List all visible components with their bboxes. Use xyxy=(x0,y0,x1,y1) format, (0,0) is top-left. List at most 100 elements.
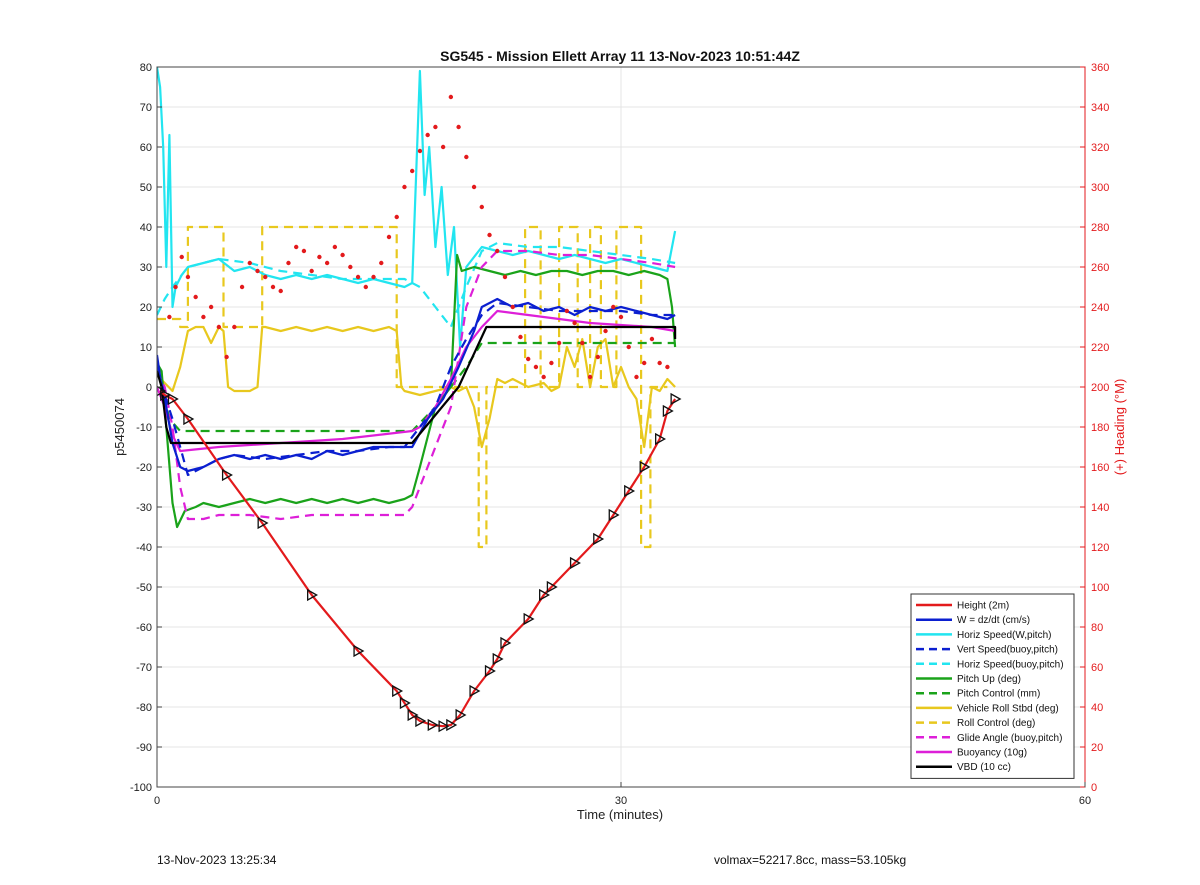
x-axis-label: Time (minutes) xyxy=(577,807,663,822)
series-point-heading xyxy=(224,354,229,360)
series-point-heading xyxy=(649,336,655,342)
y-tick-label: 80 xyxy=(140,62,152,74)
series-line-height-2m xyxy=(159,390,677,728)
series-point-heading xyxy=(309,268,314,274)
series-marker-height-2m xyxy=(183,412,195,426)
y2-tick-label: 340 xyxy=(1091,102,1109,114)
series-point-heading xyxy=(317,254,322,260)
series-point-heading xyxy=(626,344,631,350)
y-tick-label: -50 xyxy=(136,582,152,594)
legend-label: Roll Control (deg) xyxy=(957,718,1035,729)
series-marker-height-2m xyxy=(415,714,427,728)
series-line-horiz-speed-buoy-pitch xyxy=(157,241,676,329)
series-line-glide-angle-buoy-pitch xyxy=(157,249,676,521)
series-point-heading xyxy=(440,144,446,150)
series-marker-height-2m xyxy=(662,404,674,418)
series-marker-height-2m xyxy=(492,652,504,666)
legend-label: Vert Speed(buoy,pitch) xyxy=(957,645,1058,656)
series-point-heading xyxy=(255,268,260,274)
series-point-heading xyxy=(278,288,283,294)
footer-volmax-mass: volmax=52217.8cc, mass=53.105kg xyxy=(714,853,907,867)
y-tick-label: -30 xyxy=(136,502,152,514)
series-point-heading xyxy=(185,274,191,280)
series-point-heading xyxy=(239,284,245,290)
legend-label: Glide Angle (buoy,pitch) xyxy=(957,733,1062,744)
y-tick-label: -70 xyxy=(136,662,152,674)
plot-series xyxy=(157,67,682,733)
y2-tick-label: 40 xyxy=(1091,702,1103,714)
series-point-heading xyxy=(502,274,508,280)
legend-box xyxy=(910,593,1075,779)
series-marker-height-2m xyxy=(399,696,411,710)
series-point-heading xyxy=(487,232,492,238)
y2-tick-label: 200 xyxy=(1091,382,1109,394)
series-point-heading xyxy=(386,234,392,240)
y-axis-label: p5450074 xyxy=(112,398,127,456)
series-point-heading xyxy=(634,374,639,380)
y-tick-label: -40 xyxy=(136,542,152,554)
series-point-heading xyxy=(394,214,399,220)
series-marker-height-2m xyxy=(307,588,319,602)
series-point-heading xyxy=(425,132,430,138)
series-marker-height-2m xyxy=(455,708,467,722)
series-point-heading xyxy=(301,248,307,254)
y2-tick-label: 180 xyxy=(1091,422,1109,434)
y-tick-label: -100 xyxy=(130,782,152,794)
series-marker-height-2m xyxy=(593,532,605,546)
series-point-heading xyxy=(173,284,178,290)
y-tick-label: -20 xyxy=(136,462,152,474)
series-point-heading xyxy=(572,320,577,326)
series-line-roll-control-deg xyxy=(157,225,668,549)
series-point-heading xyxy=(510,304,515,310)
series-line-pitch-up-deg xyxy=(157,253,677,529)
y-tick-label: 50 xyxy=(140,182,152,194)
x-tick-label: 60 xyxy=(1079,795,1091,807)
y-tick-label: 70 xyxy=(140,102,152,114)
y2-tick-label: 0 xyxy=(1091,782,1097,794)
x-tick-label: 30 xyxy=(615,795,627,807)
series-point-heading xyxy=(611,304,616,310)
y-tick-label: 30 xyxy=(140,262,152,274)
series-point-heading xyxy=(564,308,570,314)
series-point-heading xyxy=(363,284,368,290)
series-point-heading xyxy=(657,360,662,366)
legend-label: VBD (10 cc) xyxy=(957,762,1011,773)
series-marker-height-2m xyxy=(484,664,496,678)
legend-label: Horiz Speed(W,pitch) xyxy=(957,630,1051,641)
series-marker-height-2m xyxy=(608,508,620,522)
series-marker-height-2m xyxy=(639,460,651,474)
y2-tick-label: 280 xyxy=(1091,222,1109,234)
series-line-buoyancy-10g xyxy=(157,309,676,453)
series-marker-height-2m xyxy=(392,684,404,698)
series-group xyxy=(157,67,682,733)
series-marker-height-2m xyxy=(353,644,365,658)
series-point-heading xyxy=(541,374,546,380)
chart-title: SG545 - Mission Ellett Array 11 13-Nov-2… xyxy=(440,48,800,64)
series-point-heading xyxy=(371,274,376,280)
y2-axis-label: (+) Heading (°M) xyxy=(1112,379,1127,476)
series-point-heading xyxy=(495,248,500,254)
series-point-heading xyxy=(410,168,415,174)
series-marker-height-2m xyxy=(624,484,636,498)
series-point-heading xyxy=(533,364,539,370)
series-marker-height-2m xyxy=(523,612,535,626)
y2-tick-label: 260 xyxy=(1091,262,1109,274)
series-point-heading xyxy=(595,354,600,360)
series-point-heading xyxy=(193,294,198,300)
series-point-heading xyxy=(355,274,361,280)
series-point-heading xyxy=(324,260,330,266)
y2-tick-label: 220 xyxy=(1091,342,1109,354)
series-point-heading xyxy=(456,124,461,130)
legend-label: Pitch Control (mm) xyxy=(957,689,1040,700)
series-point-heading xyxy=(379,260,384,266)
y2-tick-label: 120 xyxy=(1091,542,1109,554)
series-marker-height-2m xyxy=(257,516,269,530)
series-point-heading xyxy=(286,260,291,266)
legend-label: Vehicle Roll Stbd (deg) xyxy=(957,703,1059,714)
series-point-heading xyxy=(471,184,477,190)
y-tick-label: 10 xyxy=(140,342,152,354)
y-tick-label: -90 xyxy=(136,742,152,754)
y2-tick-label: 60 xyxy=(1091,662,1103,674)
series-point-heading xyxy=(526,356,531,362)
